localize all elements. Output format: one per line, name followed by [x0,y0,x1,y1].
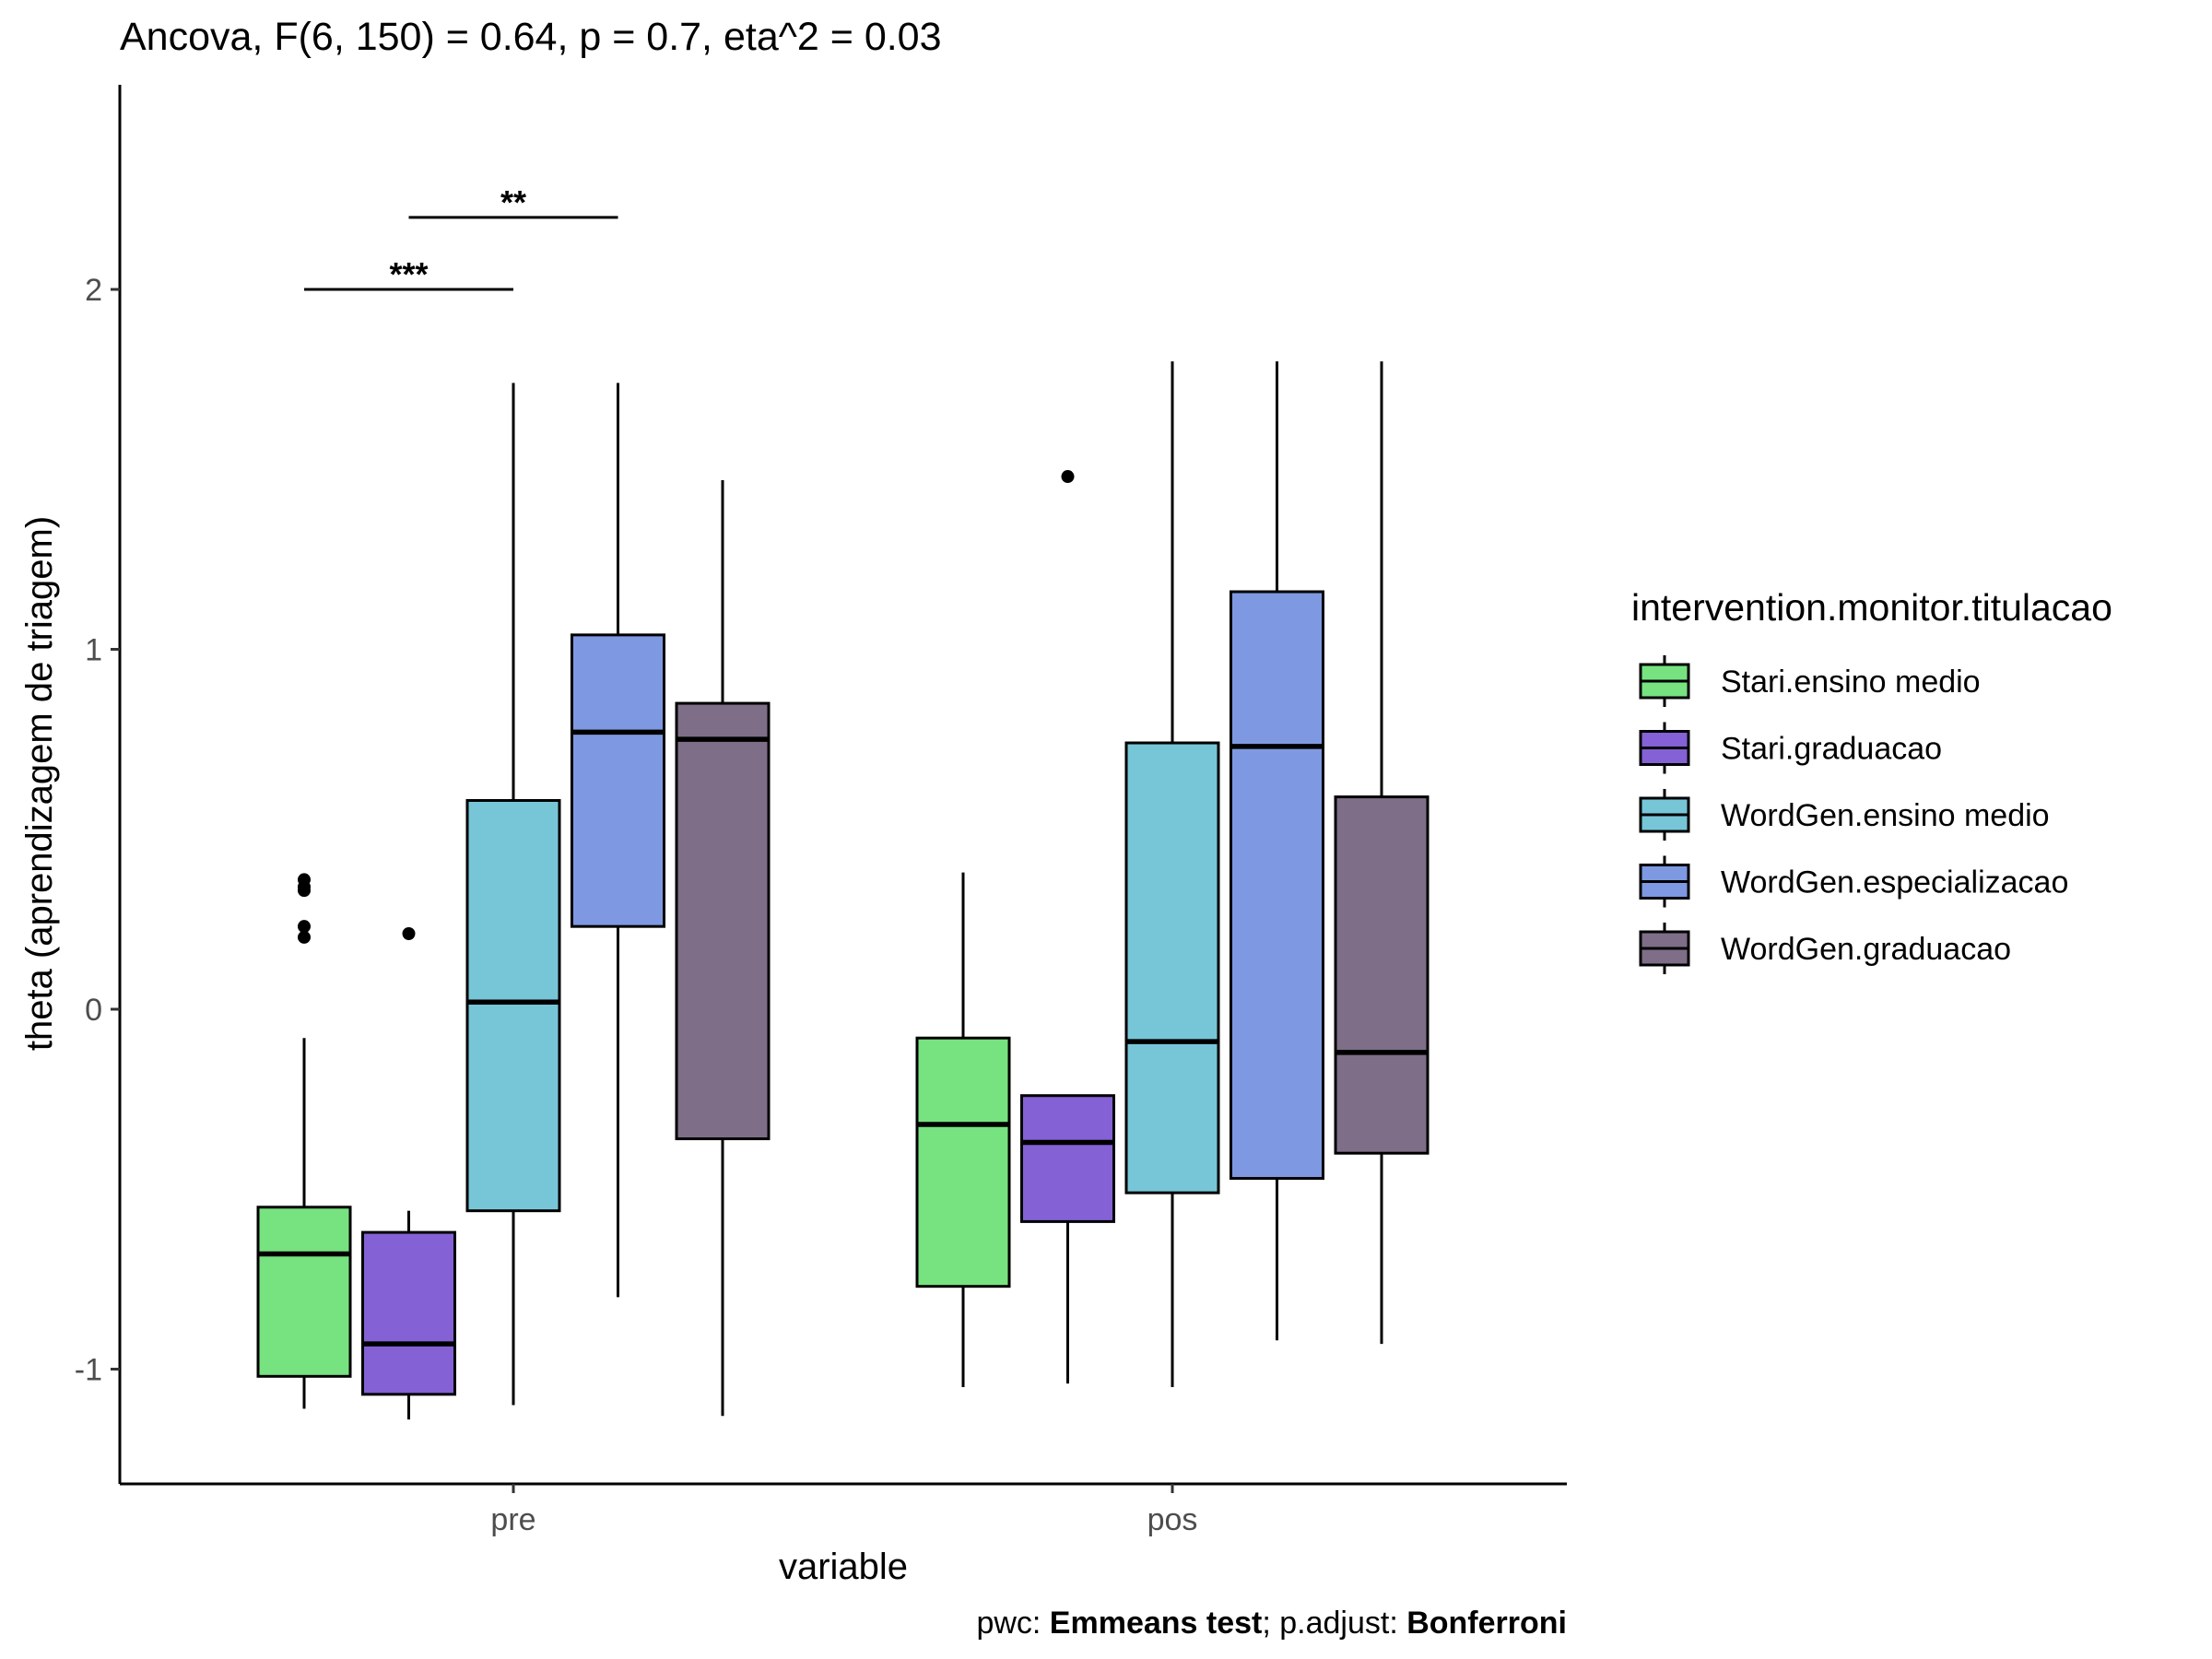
box-pos-2 [1124,361,1220,1388]
x-axis-title: variable [779,1547,908,1587]
box-pre-4 [675,479,771,1417]
legend-item-0: Stari.ensino medio [1639,655,1981,707]
box-pos-4 [1334,361,1430,1345]
legend-item-2: WordGen.ensino medio [1639,789,2050,841]
box-pre-3 [571,382,665,1298]
x-tick-label: pos [1147,1502,1198,1537]
box-pre-1 [361,926,456,1420]
legend-label: Stari.ensino medio [1721,665,1981,700]
iqr-box [675,701,771,1141]
iqr-box [256,1206,352,1378]
box-pos-1 [1020,470,1115,1384]
legend: intervention.monitor.titulacao Stari.ens… [1631,586,2112,974]
legend-item-4: WordGen.graduacao [1639,923,2011,974]
iqr-box [465,799,561,1213]
y-tick-label: 0 [85,993,102,1028]
iqr-box [1020,1094,1115,1223]
outlier-point [1061,470,1075,484]
box-pos-0 [915,872,1011,1388]
y-tick-label: 2 [85,273,102,308]
y-ticks: -1 0 1 2 [75,273,120,1388]
legend-item-3: WordGen.especializacao [1639,855,2068,908]
legend-item-1: Stari.graduacao [1639,722,1942,774]
iqr-box [571,633,665,928]
significance-bracket-0: *** [304,255,513,293]
iqr-box [915,1036,1011,1288]
y-tick-label: 1 [85,633,102,668]
x-tick-label: pre [490,1502,535,1537]
outlier-point [402,926,416,940]
legend-label: WordGen.ensino medio [1721,798,2050,833]
iqr-box [1124,741,1220,1194]
outlier-point [298,920,311,934]
plot-area: ***** [256,183,1430,1420]
iqr-box [1230,590,1324,1181]
significance-bracket-1: ** [408,183,618,221]
box-pos-3 [1230,361,1324,1341]
outlier-point [298,930,311,944]
outlier-point [298,873,311,887]
significance-label: ** [500,183,526,221]
y-tick-label: -1 [75,1353,102,1388]
y-axis-title: theta (aprendizagem de triagem) [19,516,60,1051]
chart-title: Ancova, F(6, 150) = 0.64, p = 0.7, eta^2… [120,15,942,59]
legend-label: WordGen.especializacao [1721,865,2068,900]
legend-label: Stari.graduacao [1721,732,1942,767]
iqr-box [1334,795,1430,1155]
x-ticks: pre pos [490,1484,1197,1537]
box-pre-0 [256,873,352,1409]
legend-title: intervention.monitor.titulacao [1631,586,2112,629]
box-pre-2 [465,382,561,1406]
significance-label: *** [389,255,428,293]
caption: pwc: Emmeans test; p.adjust: Bonferroni [976,1606,1567,1641]
legend-label: WordGen.graduacao [1721,932,2011,967]
iqr-box [361,1230,456,1396]
